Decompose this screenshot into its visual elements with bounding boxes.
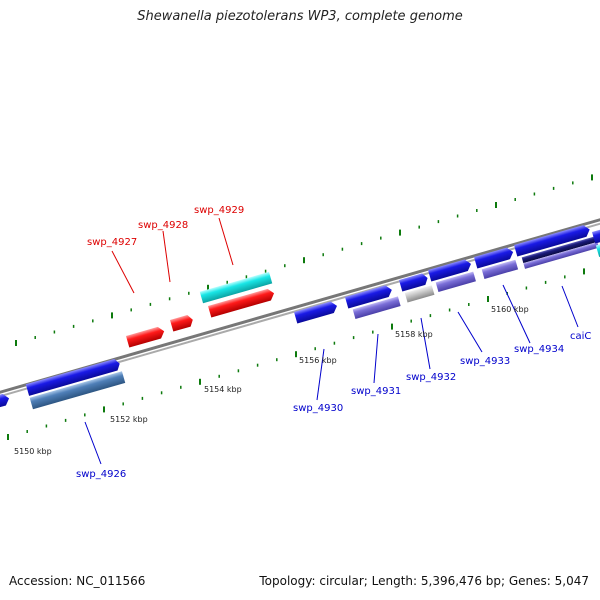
tick-label-5152: 5152 kbp xyxy=(110,415,148,424)
label-swp_4929: swp_4929 xyxy=(194,205,244,216)
label-swp_4928: swp_4928 xyxy=(138,220,188,231)
tick-label-5150: 5150 kbp xyxy=(14,447,52,456)
gene-labels: swp_4927 swp_4928 swp_4929 swp_4926 swp_… xyxy=(76,205,591,480)
tick-label-5160: 5160 kbp xyxy=(491,305,529,314)
lower-tick-row xyxy=(7,268,585,440)
gene-swp_4934-fwd[interactable] xyxy=(474,246,515,269)
gene-swp_4929-partner[interactable] xyxy=(199,271,273,304)
gene-swp_4926-fwd-block[interactable] xyxy=(25,358,122,396)
label-swp_4934: swp_4934 xyxy=(514,344,564,355)
tick-label-5158: 5158 kbp xyxy=(395,330,433,339)
label-swp_4930: swp_4930 xyxy=(293,403,343,414)
label-swp_4932: swp_4932 xyxy=(406,372,456,383)
gene-swp_4925-fwd[interactable] xyxy=(0,393,11,413)
tick-label-5154: 5154 kbp xyxy=(204,385,242,394)
gene-next-fwd[interactable] xyxy=(592,226,600,244)
gene-swp_4926[interactable] xyxy=(29,371,126,410)
scale-labels: 5150 kbp 5152 kbp 5154 kbp 5156 kbp 5158… xyxy=(14,305,529,456)
label-swp_4927: swp_4927 xyxy=(87,237,137,248)
callout-lines xyxy=(84,217,579,465)
gene-swp_4931[interactable] xyxy=(352,296,401,319)
upper-tick-row xyxy=(15,174,593,346)
accession-text: Accession: NC_011566 xyxy=(9,574,146,588)
genome-summary: Topology: circular; Length: 5,396,476 bp… xyxy=(259,574,589,588)
label-swp_4931: swp_4931 xyxy=(351,386,401,397)
gene-swp_4927[interactable] xyxy=(126,326,166,348)
gene-swp_4928[interactable] xyxy=(170,314,194,332)
label-swp_4933: swp_4933 xyxy=(460,356,510,367)
map-title: Shewanella piezotolerans WP3, complete g… xyxy=(137,9,463,24)
gene-swp_4932[interactable] xyxy=(404,285,435,303)
gene-swp_4930[interactable] xyxy=(294,300,339,324)
gene-swp_4929[interactable] xyxy=(208,288,276,318)
genes xyxy=(0,224,600,413)
gene-swp_4933[interactable] xyxy=(435,271,476,292)
tick-label-5156: 5156 kbp xyxy=(299,356,337,365)
gene-caiC-fwd[interactable] xyxy=(514,224,591,257)
gene-swp_4932-fwd[interactable] xyxy=(399,272,429,292)
gene-caiC[interactable] xyxy=(521,236,600,269)
label-caiC: caiC xyxy=(570,331,591,342)
gene-swp_4934[interactable] xyxy=(481,259,519,279)
gene-swp_4933-fwd[interactable] xyxy=(428,258,473,282)
gene-swp_4931-fwd[interactable] xyxy=(345,284,393,309)
label-swp_4926: swp_4926 xyxy=(76,469,126,480)
